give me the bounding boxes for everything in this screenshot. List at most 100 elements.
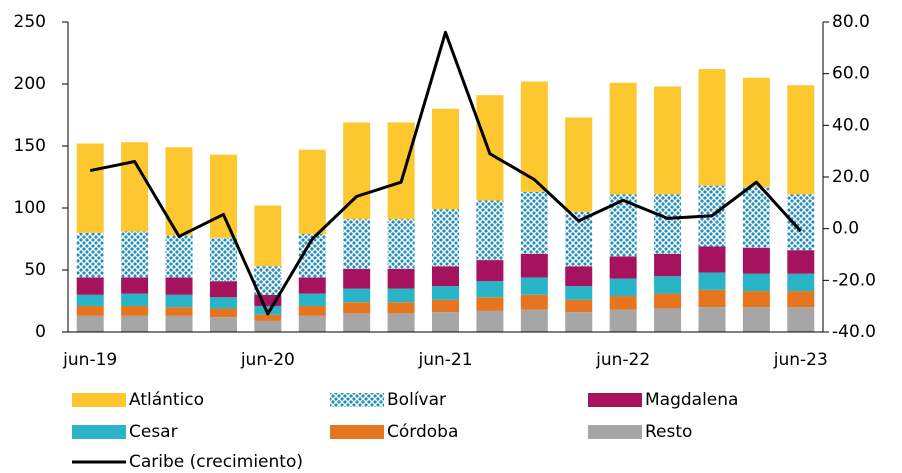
bar-segment xyxy=(698,246,726,273)
bar-segment xyxy=(343,313,371,332)
bar-segment xyxy=(343,219,371,269)
x-tick-label: jun-22 xyxy=(595,350,650,370)
bar-segment xyxy=(654,194,682,254)
bar-segment xyxy=(121,293,149,306)
bar-segment xyxy=(387,302,415,314)
bar-segment xyxy=(121,231,149,278)
legend-swatch xyxy=(72,393,126,407)
bar-segment xyxy=(298,149,326,235)
bar-segment xyxy=(209,281,237,298)
bar-segment xyxy=(565,299,593,313)
bar-segment xyxy=(609,309,637,332)
bar-segment xyxy=(209,308,237,318)
y2-tick-label: 0.0 xyxy=(832,219,859,239)
y-tick-label: 100 xyxy=(14,198,46,218)
bar-segment xyxy=(432,209,459,267)
y2-tick-label: 60.0 xyxy=(832,64,870,84)
bar-segment xyxy=(565,117,593,212)
bar-segment xyxy=(387,288,415,303)
bar-segment xyxy=(476,200,504,261)
y-tick-label: 150 xyxy=(14,136,46,156)
bar-segment xyxy=(209,297,237,309)
bar-segment xyxy=(432,299,459,313)
bar-segment xyxy=(476,310,504,332)
bar-segment xyxy=(742,247,770,274)
bar-segment xyxy=(476,95,504,201)
bar-segment xyxy=(609,82,637,195)
bar-segment xyxy=(787,85,815,195)
legend-label: Atlántico xyxy=(129,390,204,410)
bar-segment xyxy=(654,276,682,294)
bar-segment xyxy=(654,253,682,277)
bar-segment xyxy=(432,286,459,300)
y-tick-label: 250 xyxy=(14,12,46,32)
bar-segment xyxy=(787,273,815,292)
legend-label: Bolívar xyxy=(387,390,446,410)
y-tick-label: 50 xyxy=(24,260,46,280)
bar-segment xyxy=(698,272,726,290)
bar-segment xyxy=(654,86,682,195)
bar-segment xyxy=(520,253,548,278)
bar-segment xyxy=(165,277,193,295)
bar-segment xyxy=(254,314,282,321)
bar-segment xyxy=(298,315,326,332)
bar-segment xyxy=(565,266,593,287)
bar-segment xyxy=(387,219,415,269)
bar-segment xyxy=(343,268,371,289)
bar-segment xyxy=(254,205,282,267)
bar-segment xyxy=(76,294,104,306)
bar-segment xyxy=(654,308,682,332)
bar-segment xyxy=(298,277,326,294)
bar-segment xyxy=(76,232,104,278)
bar-segment xyxy=(387,122,415,220)
bar-segment xyxy=(698,307,726,332)
y2-tick-label: -20.0 xyxy=(832,270,876,290)
line-series xyxy=(89,30,802,316)
bar-segment xyxy=(209,154,237,238)
bar-segment xyxy=(387,313,415,332)
legend-swatch xyxy=(330,393,384,407)
bar-segment xyxy=(165,294,193,308)
y2-tick-label: -40.0 xyxy=(832,322,876,342)
bar-segment xyxy=(121,305,149,316)
y-tick-label: 0 xyxy=(35,322,46,342)
x-tick-label: jun-23 xyxy=(773,350,828,370)
bar-segment xyxy=(209,317,237,332)
bar-segment xyxy=(209,237,237,282)
bar-segment xyxy=(343,288,371,303)
bar-segment xyxy=(121,277,149,294)
bar-segment xyxy=(432,312,459,332)
bar-segment xyxy=(742,77,770,187)
bar-segment xyxy=(343,302,371,314)
bar-segment xyxy=(787,307,815,332)
bar-segment xyxy=(298,305,326,316)
bar-segment xyxy=(609,296,637,310)
bar-segment xyxy=(742,291,770,308)
bar-segment xyxy=(565,312,593,332)
bar-segment xyxy=(121,315,149,332)
bar-segment xyxy=(298,293,326,306)
bar-segment xyxy=(165,307,193,316)
legend-label: Caribe (crecimiento) xyxy=(129,452,303,469)
legend-swatch xyxy=(588,425,642,439)
y2-tick-label: 20.0 xyxy=(832,167,870,187)
legend-label: Cesar xyxy=(129,422,178,442)
bar-segment xyxy=(742,307,770,332)
bar-segment xyxy=(520,191,548,254)
legend-label: Resto xyxy=(645,422,692,442)
x-tick-label: jun-20 xyxy=(240,350,295,370)
bar-segment xyxy=(742,273,770,292)
legend-swatch xyxy=(588,393,642,407)
y2-tick-label: 40.0 xyxy=(832,115,870,135)
bar-segment xyxy=(520,294,548,310)
bar-segment xyxy=(609,278,637,297)
bar-segment xyxy=(165,235,193,278)
bar-segment xyxy=(698,289,726,308)
bar-segment xyxy=(76,143,104,233)
bar-segment xyxy=(165,315,193,332)
bar-segment xyxy=(520,277,548,295)
y-tick-label: 200 xyxy=(14,74,46,94)
bar-segment xyxy=(254,320,282,332)
bar-segment xyxy=(76,277,104,295)
